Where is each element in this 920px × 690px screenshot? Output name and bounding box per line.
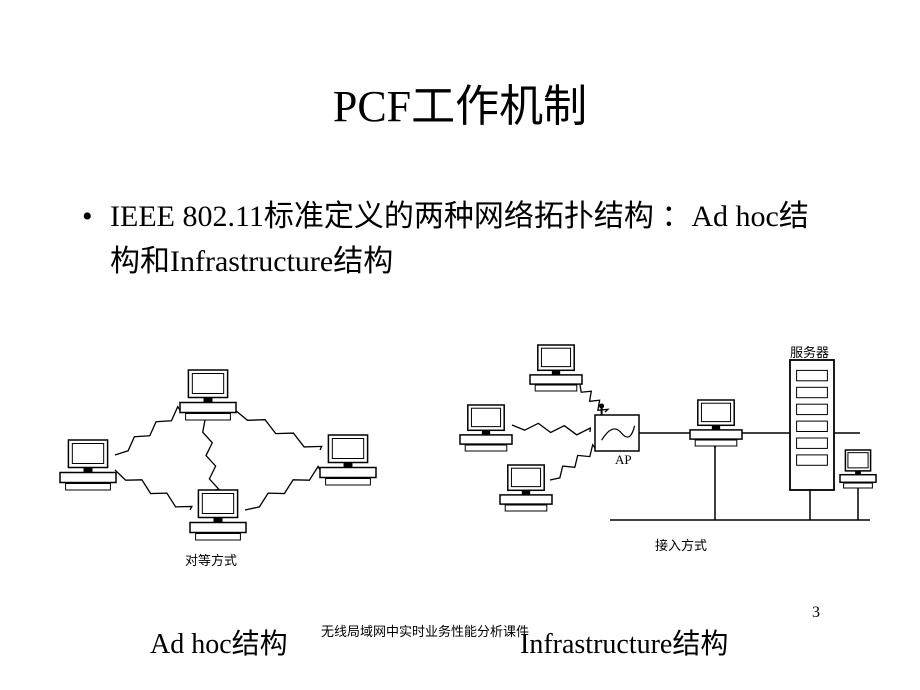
adhoc-sublabel: 对等方式 [185,550,237,569]
ap-label: AP [615,452,632,468]
infra-caption: Infrastructure结构 [520,622,728,662]
footer-text: 无线局域网中实时业务性能分析课件 [300,624,550,640]
infra-sublabel: 接入方式 [655,535,707,554]
slide-title: PCF工作机制 [0,0,920,134]
diagrams-area: 对等方式 服务器 AP 接入方式 [0,340,920,600]
adhoc-caption: Ad hoc结构 [150,622,288,662]
page-number: 3 [812,604,820,622]
bullet-block: IEEE 802.11标准定义的两种网络拓扑结构 ：Ad hoc结构和Infra… [0,134,920,284]
server-label: 服务器 [790,342,829,361]
adhoc-diagram: 对等方式 [40,340,420,570]
infra-diagram: 服务器 AP 接入方式 [440,340,890,570]
adhoc-svg [40,340,420,570]
bullet-text: IEEE 802.11标准定义的两种网络拓扑结构 ：Ad hoc结构和Infra… [110,194,830,284]
